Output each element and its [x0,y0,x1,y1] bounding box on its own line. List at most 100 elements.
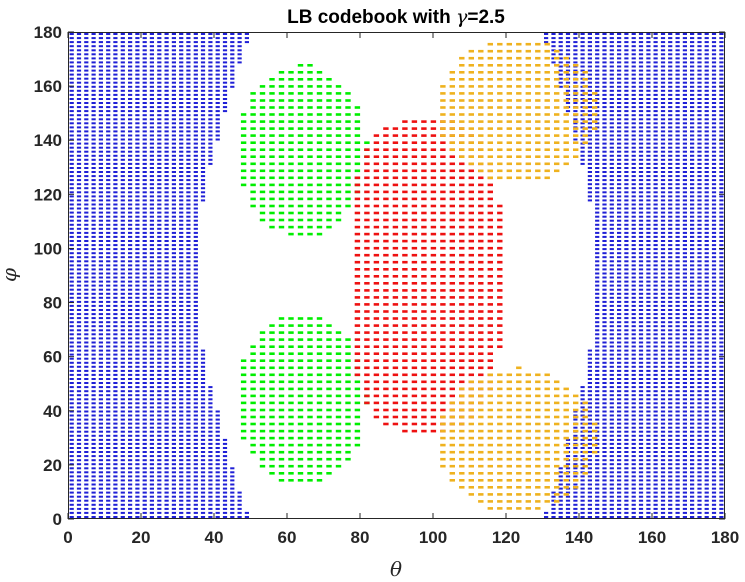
data-point [580,447,585,449]
data-point [157,45,162,48]
data-point [646,215,651,218]
data-point [222,511,228,514]
data-point [164,300,169,303]
data-point [200,442,206,445]
data-point [98,337,103,340]
data-point [682,511,687,514]
data-point [595,187,600,190]
data-point [193,341,198,344]
data-point [660,231,666,234]
data-point [668,85,673,88]
data-point [587,511,592,514]
data-point [587,390,592,393]
data-point [128,264,133,267]
data-point [84,284,89,287]
data-point [580,516,585,518]
data-point [587,422,592,425]
data-point [259,464,266,468]
data-point [98,268,103,271]
data-point [193,349,198,352]
data-point [186,102,191,104]
data-point [98,130,103,133]
data-point [171,345,176,348]
data-point [646,361,651,364]
data-point [653,475,658,478]
data-point [638,264,644,267]
data-point [120,398,125,401]
data-point [186,187,191,190]
data-point [609,398,614,401]
data-point [704,394,709,397]
data-point [602,167,607,169]
data-point [186,495,191,498]
data-point [668,455,673,458]
data-point [653,187,658,190]
data-point [653,459,658,462]
data-point [638,471,644,474]
data-point [697,146,702,149]
data-point [84,288,89,291]
data-point [690,235,695,238]
data-point [704,150,709,153]
data-point [646,73,651,76]
data-point [149,418,154,421]
data-point [98,110,103,113]
data-point [631,345,636,348]
data-point [171,146,176,149]
data-point [179,398,184,401]
data-point [200,471,206,474]
data-point [580,93,585,96]
data-point [98,183,103,186]
data-point [653,240,658,242]
data-point [98,495,103,498]
data-point [215,467,220,470]
data-point [682,114,687,117]
data-point [668,309,673,311]
data-point [653,479,658,482]
data-point [135,471,140,474]
data-point [580,102,585,104]
data-point [565,98,571,100]
data-point [142,426,147,429]
data-point [609,65,614,68]
data-point [660,333,666,336]
data-point [697,69,702,72]
data-point [186,252,191,255]
data-point [719,49,724,52]
data-point [259,162,266,166]
data-point [113,349,118,352]
data-point [193,317,198,320]
data-point [149,162,154,165]
data-point [120,288,125,291]
data-point [120,394,125,397]
data-point [595,150,600,153]
data-point [595,378,600,380]
data-point [230,69,235,72]
data-point [179,276,184,279]
data-point [638,463,644,466]
data-point [149,81,154,84]
data-point [719,272,724,275]
data-point [200,447,206,449]
data-point [84,183,89,186]
data-point [193,507,198,510]
data-point [682,240,687,242]
data-point [617,516,622,518]
data-point [142,252,147,255]
data-point [222,33,228,35]
data-point [602,248,607,251]
data-point [98,235,103,238]
data-point [84,390,89,393]
data-point [149,256,154,259]
data-point [675,280,680,283]
data-point [638,398,644,401]
data-point [653,215,658,218]
data-point [631,378,636,380]
data-point [91,179,96,182]
data-point [200,102,206,104]
data-point [120,280,125,283]
data-point [638,134,644,137]
data-point [186,244,191,247]
data-point [164,244,169,247]
data-point [646,244,651,247]
